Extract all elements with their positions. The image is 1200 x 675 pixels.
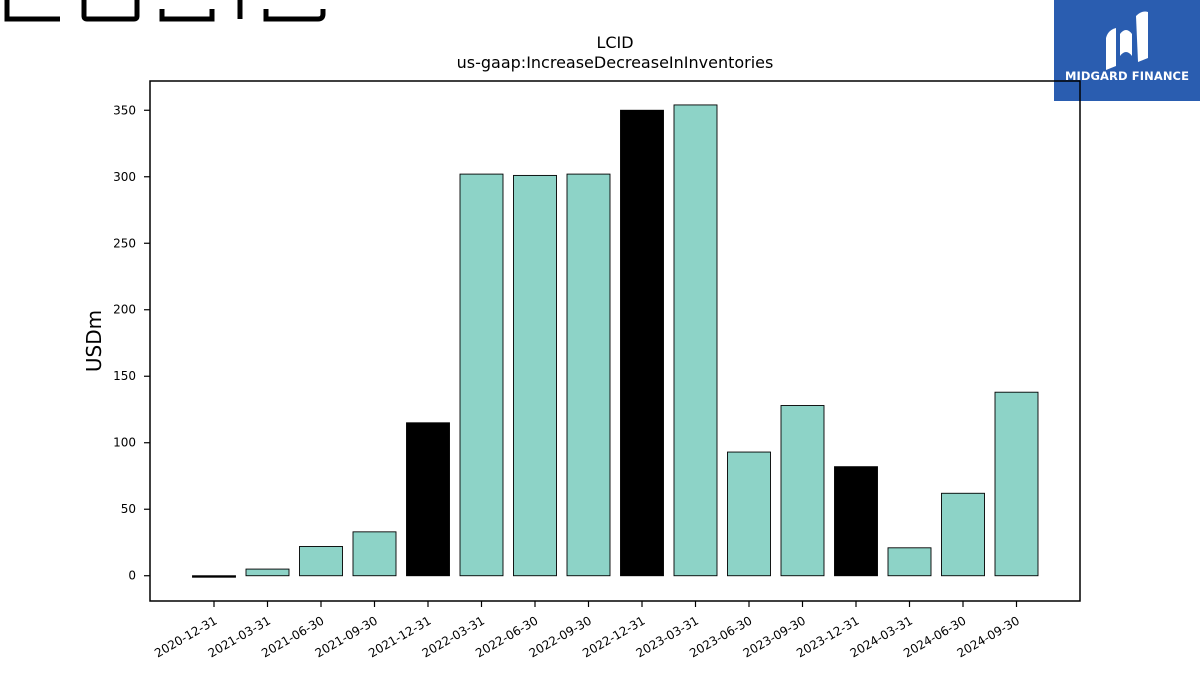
bar-2021-12-31: [406, 422, 450, 577]
bar-2021-06-30: [299, 546, 343, 577]
midgard-finance-badge: MIDGARD FINANCE: [1054, 0, 1200, 101]
bar-2023-03-31: [673, 104, 718, 577]
bar-2024-03-31: [887, 547, 932, 577]
y-tick-label: 350: [113, 103, 136, 117]
y-tick-label: 150: [113, 369, 136, 383]
badge-text: MIDGARD FINANCE: [1064, 69, 1190, 83]
y-tick-label: 100: [113, 436, 136, 450]
bar-2022-06-30: [513, 174, 557, 577]
bar-2022-12-31: [620, 109, 664, 577]
chart-title: LCID: [596, 33, 633, 52]
y-tick-label: 200: [113, 303, 136, 317]
brand-logo: [4, 0, 326, 22]
y-tick-label: 50: [121, 502, 136, 516]
chart-subtitle: us-gaap:IncreaseDecreaseInInventories: [457, 53, 774, 72]
bar-2020-12-31: [192, 575, 236, 578]
y-tick-label: 250: [113, 236, 136, 250]
bar-2021-09-30: [352, 531, 397, 577]
bar-2023-09-30: [780, 405, 825, 577]
bar-2022-03-31: [459, 173, 504, 577]
midgard-logo-icon: [1106, 11, 1148, 70]
bar-2024-06-30: [941, 492, 985, 577]
bar-2023-12-31: [834, 466, 878, 577]
y-tick-label: 300: [113, 170, 136, 184]
bar-2022-09-30: [566, 173, 611, 577]
bar-2021-03-31: [245, 568, 290, 577]
bar-2023-06-30: [727, 451, 771, 577]
y-tick-label: 0: [128, 569, 136, 583]
y-axis-label: USDm: [82, 310, 106, 372]
bar-2024-09-30: [994, 391, 1039, 577]
plot-frame: [149, 80, 1081, 602]
